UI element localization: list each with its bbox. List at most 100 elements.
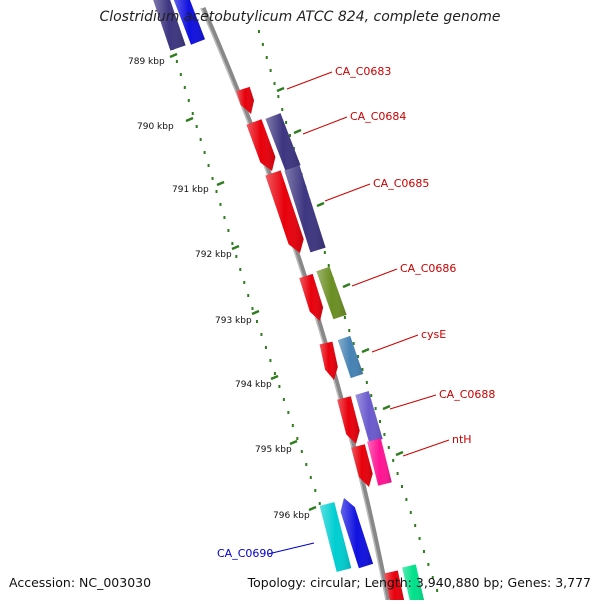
gene-leader-line	[351, 268, 398, 287]
ruler: 789 kbp 790 kbp 791 kbp 792 kbp 793 kbp 794 k…	[128, 8, 439, 592]
track-tick	[395, 450, 404, 457]
ruler-dot	[231, 242, 234, 245]
track-tick	[276, 86, 285, 93]
gene-leader-line	[267, 542, 315, 555]
gene-cog-ntH-shade	[351, 444, 373, 487]
track-dot	[414, 524, 417, 527]
track-dot	[258, 30, 260, 33]
map-title: Clostridium acetobutylicum ATCC 824, com…	[99, 9, 501, 25]
track-dot	[427, 563, 430, 566]
ruler-label: 791 kbp	[172, 185, 209, 195]
ruler-dot	[260, 333, 263, 336]
gene-label[interactable]: ntH	[452, 433, 472, 446]
gene-labels: CA_C0683 CA_C0684 CA_C0685 CA_C0686 cysE CA_C…	[217, 65, 495, 560]
gene-CA_C0684-shade	[265, 113, 301, 171]
ruler-label: 790 kbp	[137, 122, 174, 132]
ruler-dot	[282, 398, 285, 401]
gene-label[interactable]: CA_C0684	[350, 110, 406, 123]
track-dot	[261, 43, 264, 46]
gene-label[interactable]: CA_C0683	[335, 65, 391, 78]
track-tick	[293, 128, 302, 135]
track-dot	[431, 576, 434, 579]
gene-cysE-shade	[337, 335, 364, 379]
gene-label[interactable]: CA_C0685	[373, 177, 429, 190]
ruler-dot	[191, 112, 194, 115]
ruler-dot	[255, 320, 258, 323]
ruler-dot	[251, 307, 254, 310]
gene-partial-bottom-green-shade	[402, 564, 425, 604]
track-tick	[316, 201, 325, 208]
ruler-dot	[183, 86, 186, 89]
ruler-label: 796 kbp	[273, 511, 310, 521]
gene-ntH-shade	[367, 438, 392, 486]
ruler-tick	[231, 244, 240, 251]
track-dot	[343, 316, 346, 319]
ruler-dot	[195, 125, 198, 128]
track-dot	[379, 420, 382, 423]
ruler-dot	[273, 372, 276, 375]
ruler-label: 792 kbp	[195, 250, 232, 260]
track-dot	[409, 511, 412, 514]
gene-label[interactable]: CA_C0688	[439, 388, 495, 401]
ruler-dot	[175, 60, 178, 63]
track-tick	[382, 404, 391, 411]
track-dot	[400, 485, 403, 488]
ruler-dot	[187, 99, 190, 102]
gene-leader-line	[371, 334, 419, 353]
ruler-label: 794 kbp	[235, 380, 272, 390]
ruler-dot	[278, 385, 281, 388]
ruler-dot	[247, 294, 250, 297]
ruler-tick	[216, 180, 225, 187]
ruler-dot	[300, 450, 303, 453]
track-dot	[361, 368, 364, 371]
gene-CA_C0690-shade	[319, 502, 352, 572]
topology-text: Topology: circular; Length: 3,940,880 bp…	[247, 575, 591, 590]
track-dot	[277, 95, 280, 98]
gene-cog-686-shade	[299, 273, 324, 321]
gene-cog-683-shade	[236, 86, 254, 114]
ruler-dot	[296, 437, 299, 440]
ruler-tick	[251, 309, 260, 316]
track-dot	[387, 446, 390, 449]
gene-partial-bottom-red-shade	[384, 570, 405, 604]
gene-cog-688-shade	[337, 396, 360, 444]
ruler-label: 795 kbp	[255, 445, 292, 455]
gene-leader-line	[389, 394, 437, 410]
track-dot	[273, 82, 276, 85]
track-dot	[265, 56, 268, 59]
ruler-tick	[308, 505, 317, 512]
track-dot	[357, 355, 360, 358]
gene-CA_C0688-shade	[355, 391, 383, 443]
track-dot	[370, 394, 373, 397]
track-dot	[405, 498, 408, 501]
gene-cog-684-shade	[246, 119, 276, 171]
ruler-label: 793 kbp	[215, 316, 252, 326]
gene-partial-top-blue-shade	[173, 0, 205, 45]
ruler-dot	[207, 164, 210, 167]
ruler-dot	[239, 268, 242, 271]
gene-leader-line	[302, 116, 348, 135]
ruler-dot	[203, 151, 206, 154]
gene-CA_C0685-shade	[284, 165, 326, 253]
gene-label[interactable]: cysE	[421, 328, 446, 341]
gene-cog-685-shade	[265, 170, 304, 253]
track-dot	[348, 329, 351, 332]
ruler-dot	[223, 216, 226, 219]
gene-leader-line	[324, 183, 371, 202]
gene-label[interactable]: CA_C0686	[400, 262, 456, 275]
gene-label[interactable]: CA_C0690	[217, 547, 273, 560]
ruler-dot	[287, 411, 290, 414]
track-dot	[392, 459, 395, 462]
ruler-dot	[318, 502, 321, 505]
ruler-dot	[235, 255, 238, 258]
track-tick	[361, 347, 370, 354]
ruler-dot	[309, 476, 312, 479]
track-dot	[383, 433, 386, 436]
accession-text: Accession: NC_003030	[9, 575, 152, 590]
track-dot	[365, 381, 368, 384]
ruler-tick	[185, 116, 194, 123]
ruler-dot	[291, 424, 294, 427]
track-dot	[418, 537, 421, 540]
